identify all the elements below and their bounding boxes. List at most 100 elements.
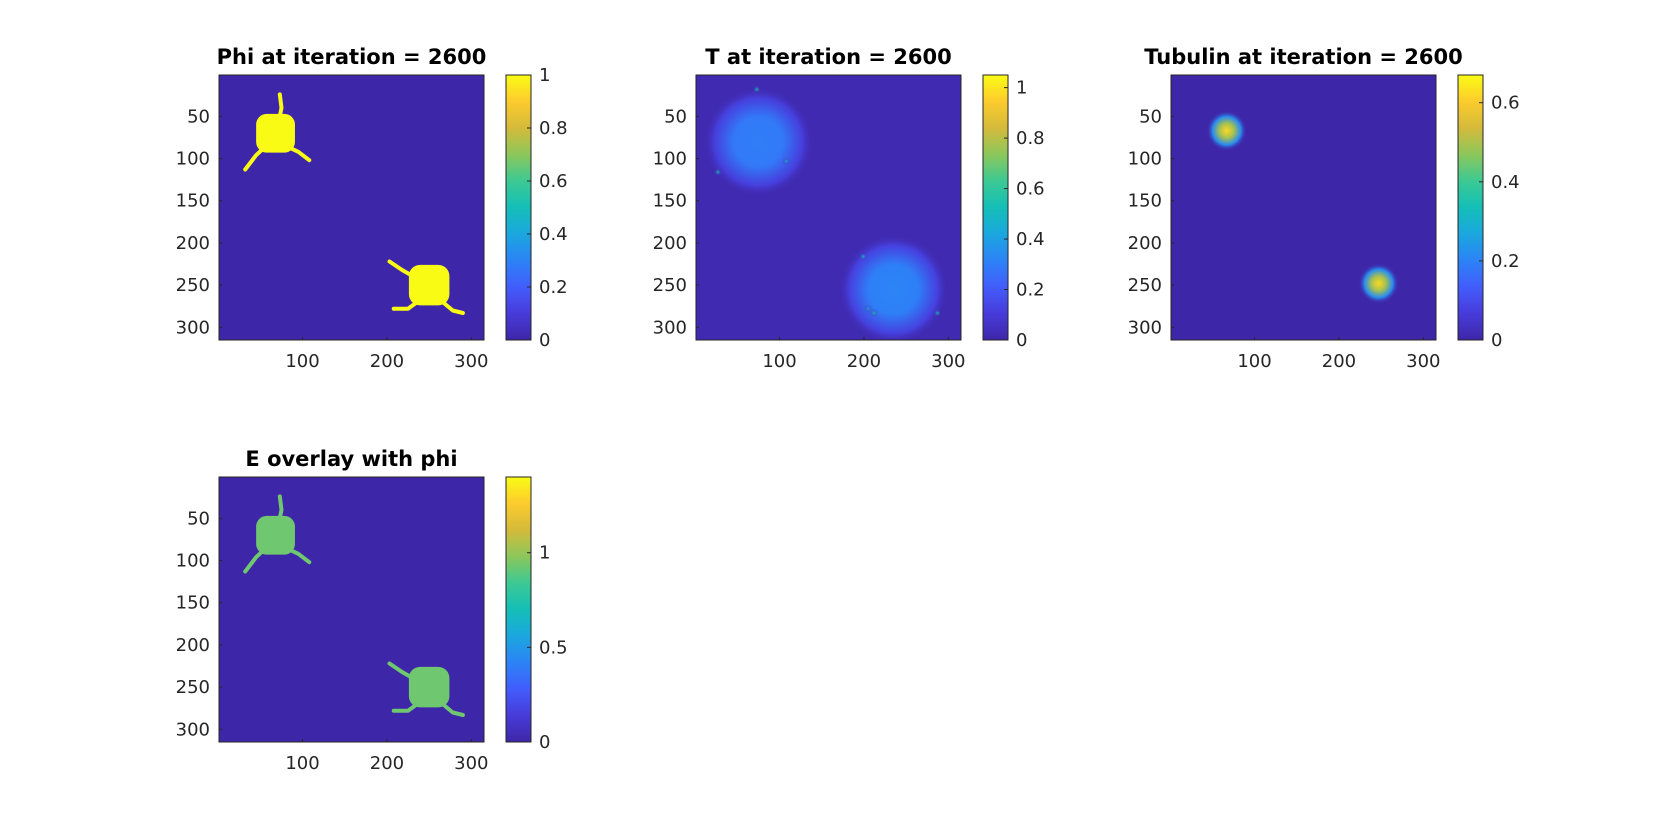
hotspot [859, 252, 868, 261]
y-tick-label: 300 [176, 317, 210, 338]
x-tick-label: 100 [285, 351, 319, 372]
y-tick-label: 150 [653, 191, 687, 212]
y-tick-label: 100 [176, 551, 210, 572]
y-tick-label: 100 [1128, 149, 1162, 170]
cell-branch [427, 685, 465, 717]
colorbar-tick-label: 0 [539, 732, 550, 753]
colorbar-tick-label: 0.4 [539, 224, 568, 245]
axes-frame [218, 476, 485, 743]
y-tick-label: 300 [1128, 317, 1162, 338]
cell-region [243, 494, 312, 574]
panel-title: E overlay with phi [245, 447, 457, 471]
axes-frame [1170, 74, 1437, 341]
x-tick-label: 100 [762, 351, 796, 372]
x-tick-label: 300 [454, 351, 488, 372]
y-tick-label: 50 [187, 106, 210, 127]
panel-title: Phi at iteration = 2600 [217, 45, 487, 69]
x-tick-label: 100 [1237, 351, 1271, 372]
colorbar-tick-label: 0.2 [1491, 251, 1520, 272]
colorbar: 0 0.2 0.4 0.6 [1457, 74, 1520, 351]
colorbar-tick-label: 0 [1016, 330, 1027, 351]
heatmap-field [243, 92, 465, 315]
x-tick-label: 300 [1406, 351, 1440, 372]
y-tick-label: 200 [176, 635, 210, 656]
y-tick-label: 50 [1139, 106, 1162, 127]
y-tick-label: 200 [176, 233, 210, 254]
colorbar-tick-label: 0.8 [1016, 128, 1045, 149]
y-tick-label: 100 [176, 149, 210, 170]
y-tick-label: 200 [1128, 233, 1162, 254]
cell-branch [273, 92, 284, 136]
y-tick-label: 50 [664, 106, 687, 127]
cell-region [243, 92, 312, 172]
diffuse-field [838, 234, 949, 340]
colorbar: 00.51 [505, 476, 568, 753]
y-tick-label: 50 [187, 508, 210, 529]
y-tick-label: 150 [176, 593, 210, 614]
cell-branch [243, 533, 278, 574]
colorbar-gradient [1457, 74, 1484, 341]
cell-branch [391, 685, 432, 713]
hotspot [933, 308, 942, 317]
colorbar-gradient [505, 476, 532, 743]
cell-branch [273, 494, 284, 538]
hotspot [752, 85, 761, 94]
panel-title: Tubulin at iteration = 2600 [1144, 45, 1462, 69]
panel-3: Tubulin at iteration = 2600 100 200 300 50 10… [1128, 45, 1520, 372]
cell-region [387, 661, 465, 717]
y-tick-label: 250 [176, 275, 210, 296]
y-tick-label: 300 [653, 317, 687, 338]
colorbar-tick-label: 1 [1016, 78, 1027, 99]
hotspot [870, 308, 879, 317]
cell-branch [387, 661, 432, 690]
panel-1: Phi at iteration = 2600 100 200 300 50 100 150… [176, 45, 568, 372]
colorbar-tick-label: 0.4 [1016, 229, 1045, 250]
y-tick-label: 150 [1128, 191, 1162, 212]
colorbar-gradient [505, 74, 532, 341]
colorbar: 0 0.2 0.4 0.6 0.8 1 [982, 74, 1045, 351]
colorbar-tick-label: 0.6 [1016, 179, 1045, 200]
colorbar-tick-label: 0 [539, 330, 550, 351]
x-tick-label: 200 [847, 351, 881, 372]
colorbar-tick-label: 1 [539, 65, 550, 86]
panel-4: E overlay with phi 100 200 300 50 100 150 200 25… [176, 447, 568, 774]
colorbar-tick-label: 0.2 [1016, 280, 1045, 301]
colorbar-tick-label: 0.6 [539, 171, 568, 192]
y-tick-label: 250 [176, 677, 210, 698]
x-tick-label: 200 [1322, 351, 1356, 372]
panel-2: T at iteration = 2600 100 200 300 50 100 150 20… [653, 45, 1045, 372]
cell-branch [387, 259, 432, 288]
axes-frame [695, 74, 962, 341]
x-tick-label: 200 [370, 351, 404, 372]
hotspot [864, 304, 873, 313]
colorbar-tick-label: 0.8 [539, 118, 568, 139]
colorbar-tick-label: 0.4 [1491, 172, 1520, 193]
x-tick-label: 300 [931, 351, 965, 372]
x-tick-label: 300 [454, 753, 488, 774]
heatmap-background [1171, 75, 1436, 340]
axes-frame [218, 74, 485, 341]
y-tick-label: 300 [176, 719, 210, 740]
cell-branch [391, 283, 432, 311]
concentration-blob [1358, 263, 1399, 304]
hotspot [713, 168, 722, 177]
colorbar-tick-label: 0.6 [1491, 93, 1520, 114]
heatmap-field [703, 85, 949, 340]
x-tick-label: 100 [285, 753, 319, 774]
cell-branch [273, 533, 312, 565]
heatmap-field [1206, 110, 1399, 304]
colorbar-tick-label: 0.5 [539, 637, 568, 658]
colorbar: 0 0.2 0.4 0.6 0.8 1 [505, 65, 568, 351]
colorbar-tick-label: 0 [1491, 330, 1502, 351]
hotspot [782, 157, 791, 166]
diffuse-field [703, 86, 814, 197]
heatmap-field [243, 494, 465, 717]
panel-title: T at iteration = 2600 [705, 45, 951, 69]
colorbar-gradient [982, 74, 1009, 341]
y-tick-label: 150 [176, 191, 210, 212]
y-tick-label: 250 [653, 275, 687, 296]
y-tick-label: 200 [653, 233, 687, 254]
y-tick-label: 250 [1128, 275, 1162, 296]
concentration-blob [1206, 110, 1247, 151]
cell-region [387, 259, 465, 315]
